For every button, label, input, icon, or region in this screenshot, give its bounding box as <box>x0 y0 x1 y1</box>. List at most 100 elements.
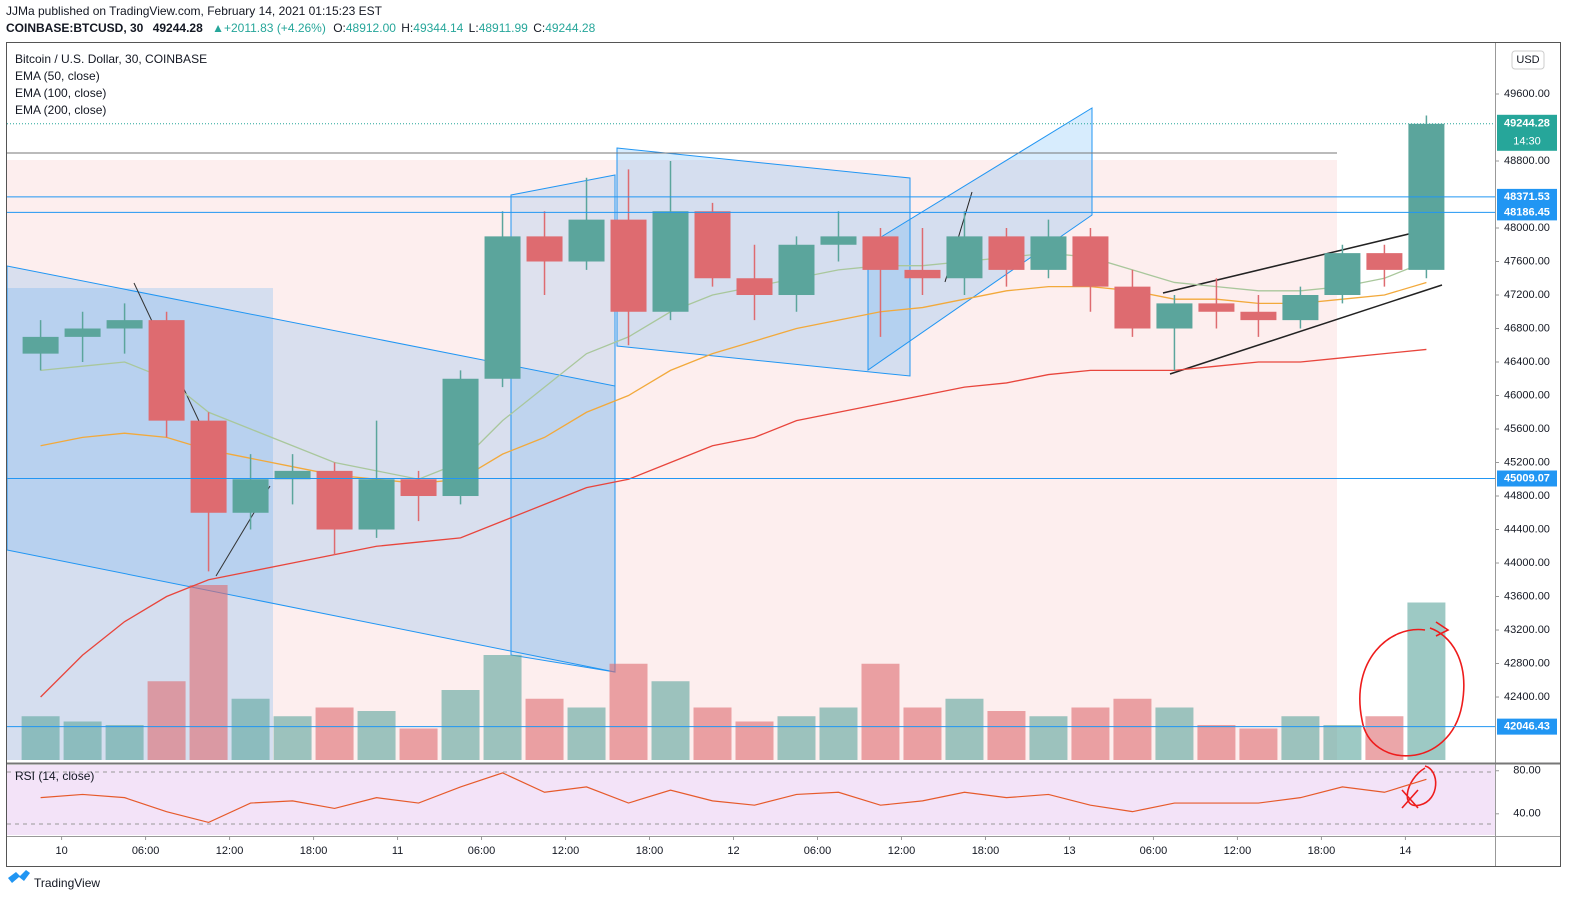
candle-body <box>1198 303 1235 312</box>
publisher-line: JJMa published on TradingView.com, Febru… <box>6 4 383 18</box>
x-tick-label: 06:00 <box>468 845 496 857</box>
y-tick-label: 47200.00 <box>1504 289 1550 301</box>
y-tick-label: 49600.00 <box>1504 88 1550 100</box>
candle-body <box>1156 303 1193 329</box>
y-tick-label: 43200.00 <box>1504 624 1550 636</box>
ohlc-label: H: <box>401 21 413 35</box>
x-tick-label: 06:00 <box>132 845 160 857</box>
x-tick-label: 10 <box>55 845 67 857</box>
candle-body <box>316 470 353 530</box>
y-tick-label: 42800.00 <box>1504 657 1550 669</box>
x-tick-label: 12 <box>727 845 739 857</box>
y-tick-label: 46000.00 <box>1504 389 1550 401</box>
candle-body <box>1030 236 1067 270</box>
candle-body <box>1240 311 1277 321</box>
rsi-legend: RSI (14, close) <box>15 769 94 783</box>
volume-bar <box>21 716 60 760</box>
level-label: 45009.07 <box>1504 472 1550 484</box>
change: ▲+2011.83 (+4.26%) <box>212 21 326 35</box>
volume-bar <box>105 725 144 760</box>
volume-bar <box>609 663 648 760</box>
volume-bar <box>189 585 228 760</box>
ohlc-label: O: <box>333 21 346 35</box>
x-tick-label: 12:00 <box>1224 845 1252 857</box>
price-pane <box>21 115 1446 760</box>
hand-drawn-mark <box>1401 765 1437 809</box>
ohlc-value: 49244.28 <box>545 21 595 35</box>
volume-bar <box>861 663 900 760</box>
volume-bar <box>231 698 270 760</box>
candle-body <box>652 211 689 312</box>
volume-bar <box>1029 716 1068 760</box>
volume-bar <box>987 711 1026 760</box>
candle-body <box>22 336 59 354</box>
candle-body <box>442 378 479 497</box>
level-label-box <box>1497 204 1557 221</box>
y-tick-label: 48000.00 <box>1504 222 1550 234</box>
candle-body <box>1366 253 1403 270</box>
volume-bar <box>1155 707 1194 760</box>
y-tick-label: 44800.00 <box>1504 490 1550 502</box>
ohlc-value: 48912.00 <box>346 21 396 35</box>
currency-badge[interactable] <box>1511 50 1545 70</box>
candle-body <box>64 328 101 337</box>
volume-bar <box>525 698 564 760</box>
volume-bar <box>735 721 774 760</box>
y-tick-label: 47600.00 <box>1504 255 1550 267</box>
ema-line <box>40 252 1427 480</box>
legend-title: Bitcoin / U.S. Dollar, 30, COINBASE <box>15 52 207 66</box>
legend-entry: EMA (100, close) <box>15 86 106 100</box>
level-label: 48371.53 <box>1504 191 1550 203</box>
volume-bar <box>1365 716 1404 760</box>
x-tick-label: 06:00 <box>804 845 832 857</box>
range-box <box>7 288 273 760</box>
candle-body <box>274 470 311 480</box>
candle-body <box>1114 286 1151 329</box>
wedge-line <box>1162 225 1443 294</box>
ohlc-value: 49344.14 <box>413 21 463 35</box>
candle-body <box>736 278 773 296</box>
candle-body <box>946 236 983 279</box>
last-price-label: 49244.28 <box>1504 118 1550 130</box>
candle-body <box>1072 236 1109 287</box>
candle-body <box>1282 295 1319 321</box>
volume-bar <box>441 690 480 760</box>
ohlc-label: L: <box>469 21 479 35</box>
last-price-box <box>1497 114 1557 151</box>
candle-body <box>778 244 815 296</box>
volume-bar <box>651 681 690 760</box>
volume-bar <box>1197 725 1236 760</box>
level-label-box <box>1497 718 1557 735</box>
rsi-tick-label: 80.00 <box>1513 765 1541 777</box>
volume-bar <box>147 681 186 760</box>
y-tick-label: 44400.00 <box>1504 523 1550 535</box>
candle-body <box>988 236 1025 270</box>
volume-bar <box>399 728 438 760</box>
candle-body <box>190 420 227 513</box>
x-tick-label: 13 <box>1063 845 1075 857</box>
ohlc-value: 48911.99 <box>479 21 528 35</box>
candle-body <box>694 211 731 279</box>
y-tick-label: 42400.00 <box>1504 691 1550 703</box>
level-label: 42046.43 <box>1504 721 1550 733</box>
volume-bar <box>1407 602 1446 760</box>
y-tick-label: 45200.00 <box>1504 456 1550 468</box>
volume-bar <box>1239 728 1278 760</box>
candle-body <box>484 236 521 379</box>
legend-entry: EMA (50, close) <box>15 69 100 83</box>
candle-body <box>1324 253 1361 296</box>
x-tick-label: 12:00 <box>888 845 916 857</box>
countdown: 14:30 <box>1513 136 1541 148</box>
y-tick-label: 45600.00 <box>1504 423 1550 435</box>
y-tick-label: 46800.00 <box>1504 322 1550 334</box>
y-tick-label: 46400.00 <box>1504 356 1550 368</box>
level-label-box <box>1497 470 1557 487</box>
x-tick-label: 06:00 <box>1140 845 1168 857</box>
x-tick-label: 11 <box>392 845 403 857</box>
symbol-line: COINBASE:BTCUSD, 30 49244.28 ▲+2011.83 (… <box>6 21 596 35</box>
rsi-pane <box>7 765 1495 835</box>
volume-bar <box>567 707 606 760</box>
y-tick-label: 44000.00 <box>1504 557 1550 569</box>
ema-line <box>40 348 1427 698</box>
